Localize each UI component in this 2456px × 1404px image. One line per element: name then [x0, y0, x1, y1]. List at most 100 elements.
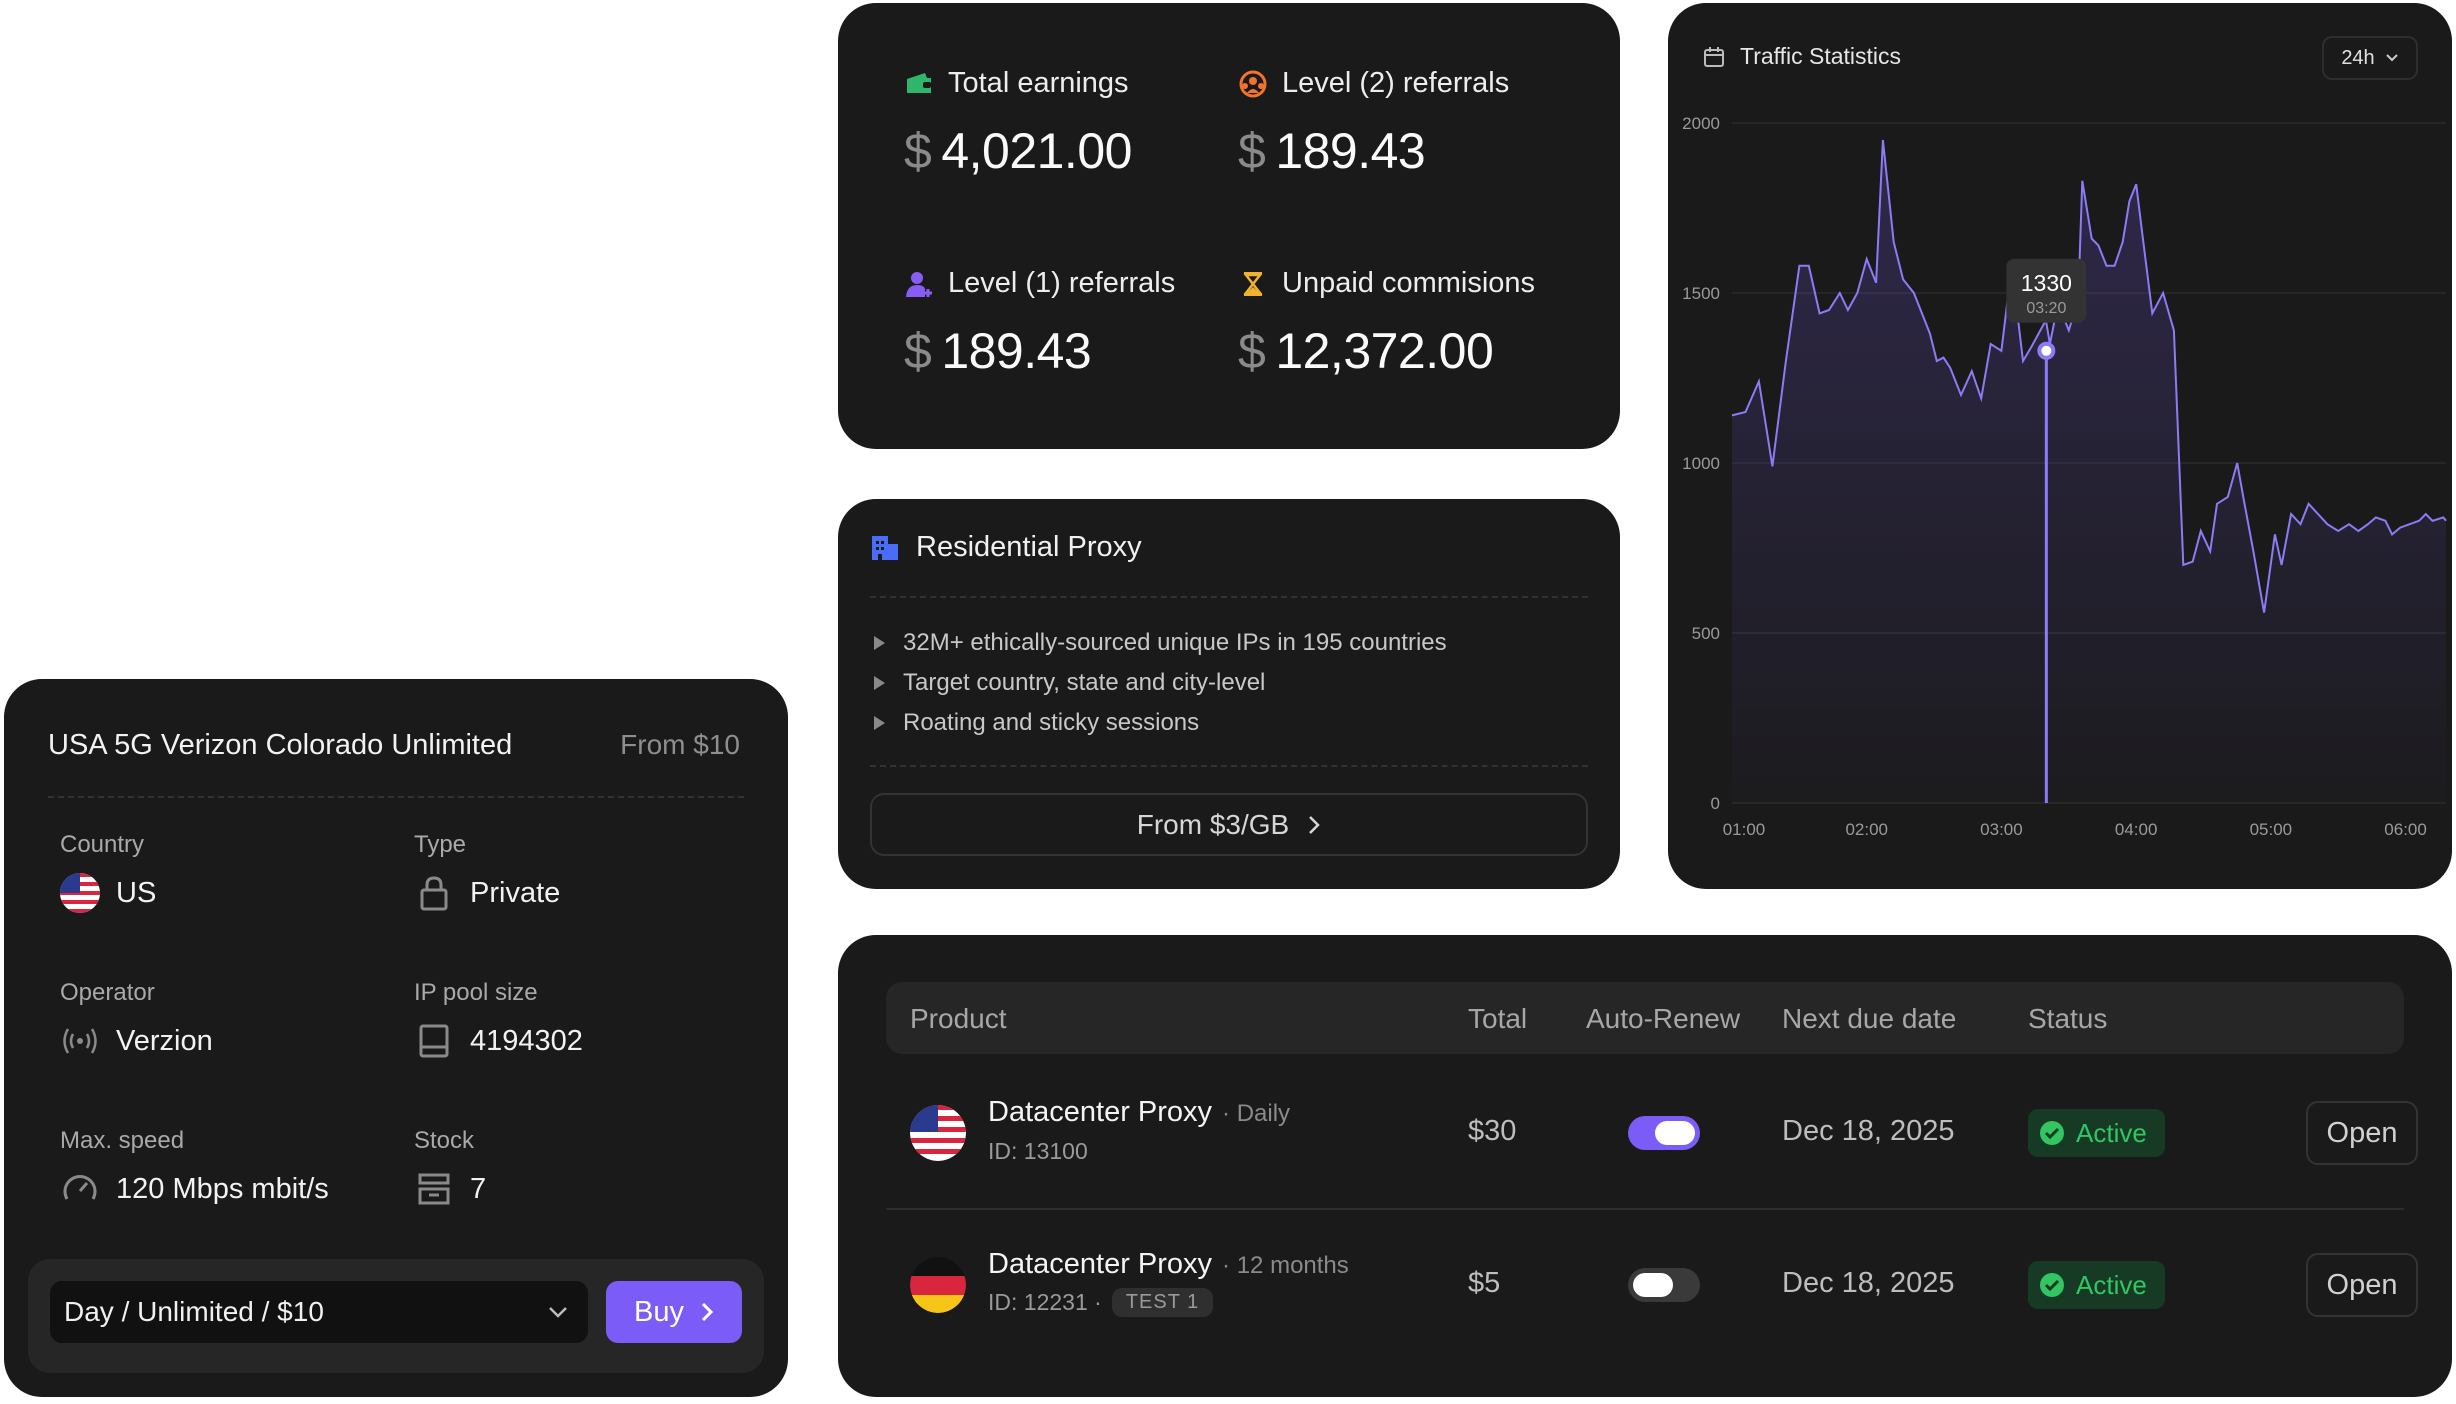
feature-list: 32M+ ethically-sourced unique IPs in 195… [874, 623, 1447, 743]
product-id: ID: 13100 [988, 1138, 1088, 1165]
field-stock: Stock 7 [414, 1127, 486, 1209]
check-circle-icon [2040, 1273, 2064, 1297]
product-id: ID: 12231 · TEST 1 [988, 1288, 1214, 1317]
header-auto-renew: Auto-Renew [1586, 1003, 1741, 1034]
building-icon [872, 535, 898, 560]
stat-value: 12,372.00 [1275, 323, 1494, 379]
total-cell: $5 [1468, 1267, 1501, 1299]
residential-title: Residential Proxy [916, 531, 1142, 563]
x-tick-label: 06:00 [2384, 820, 2427, 839]
hourglass-icon [1243, 271, 1263, 296]
signal-icon [63, 1028, 97, 1054]
user-plus-icon [906, 271, 932, 297]
stat-value: 4,021.00 [941, 123, 1132, 179]
field-ip-pool: IP pool size 4194302 [414, 979, 583, 1061]
field-label: Max. speed [60, 1127, 185, 1154]
tooltip-time: 03:20 [2026, 300, 2066, 317]
divider [870, 765, 1588, 767]
wallet-icon [907, 72, 931, 93]
traffic-line [1731, 139, 2447, 613]
divider [870, 596, 1588, 598]
open-button[interactable]: Open [2306, 1253, 2418, 1317]
x-tick-label: 01:00 [1723, 820, 1766, 839]
toggle-knob [1655, 1121, 1695, 1145]
field-value: 7 [470, 1172, 487, 1205]
product-name: Datacenter Proxy · 12 months [988, 1248, 1349, 1281]
table-row: Datacenter Proxy · 12 months ID: 12231 ·… [886, 1210, 2418, 1360]
status-badge: Active [2028, 1261, 2165, 1309]
next-due-cell: Dec 18, 2025 [1782, 1115, 1955, 1147]
auto-renew-toggle[interactable] [1628, 1116, 1700, 1150]
next-due-cell: Dec 18, 2025 [1782, 1267, 1955, 1299]
button-label: Buy [634, 1295, 684, 1328]
field-value: 4194302 [470, 1024, 583, 1057]
table-row: Datacenter Proxy · Daily ID: 13100 $30 D… [886, 1058, 2418, 1208]
range-value: 24h [2341, 46, 2375, 69]
users-icon [1239, 70, 1267, 97]
chevron-down-icon [2385, 54, 2398, 62]
product-name-text: Datacenter Proxy [988, 1248, 1213, 1280]
field-country: Country US [60, 831, 156, 913]
product-card: USA 5G Verizon Colorado Unlimited From $… [4, 679, 788, 1397]
currency-symbol: $ [1238, 123, 1266, 179]
residential-pricing-button[interactable]: From $3/GB [870, 793, 1588, 856]
header-product: Product [910, 1003, 1007, 1034]
feature-text: 32M+ ethically-sourced unique IPs in 195… [903, 629, 1447, 656]
de-flag-icon [910, 1257, 966, 1313]
field-label: IP pool size [414, 979, 538, 1006]
earnings-card: Total earnings $4,021.00 Level (2) refer… [838, 3, 1620, 449]
storage-icon [419, 1024, 449, 1058]
product-price-from: From $10 [620, 729, 740, 760]
buy-button[interactable]: Buy [606, 1281, 742, 1343]
currency-symbol: $ [1238, 323, 1266, 379]
stat-value: 189.43 [1275, 123, 1426, 179]
field-label: Operator [60, 979, 155, 1006]
chevron-right-icon [1309, 815, 1321, 834]
x-tick-label: 02:00 [1845, 820, 1888, 839]
stat-total-earnings: Total earnings $4,021.00 [904, 67, 1132, 180]
product-title: USA 5G Verizon Colorado Unlimited [48, 729, 513, 761]
list-item: 32M+ ethically-sourced unique IPs in 195… [874, 623, 1447, 663]
status-text: Active [2076, 1117, 2147, 1148]
calendar-icon [1704, 46, 1724, 67]
lock-icon [420, 876, 448, 911]
bullet-icon [874, 676, 885, 690]
bullet-icon [874, 636, 885, 650]
product-name-text: Datacenter Proxy [988, 1096, 1213, 1128]
plan-value: Day / Unlimited / $10 [64, 1296, 324, 1327]
us-flag-icon [60, 873, 100, 913]
archive-icon [418, 1173, 450, 1205]
x-tick-label: 04:00 [2115, 820, 2158, 839]
us-flag-icon [910, 1105, 966, 1161]
list-item: Target country, state and city-level [874, 663, 1447, 703]
field-type: Type Private [414, 831, 560, 913]
time-range-select[interactable]: 24h [2322, 36, 2418, 80]
product-period: · Daily [1222, 1100, 1291, 1127]
list-item: Roating and sticky sessions [874, 703, 1447, 743]
chevron-right-icon [701, 1302, 714, 1322]
tooltip-value: 1330 [2021, 270, 2072, 296]
field-value: Verzion [116, 1024, 213, 1057]
status-badge: Active [2028, 1109, 2165, 1157]
stat-label: Unpaid commisions [1282, 267, 1536, 299]
field-value: 120 Mbps mbit/s [116, 1172, 329, 1205]
traffic-chart: 0 500 1000 1500 2000 01:00 02:00 03:00 04:00 05:… [1682, 114, 2447, 839]
stat-level2-referrals: Level (2) referrals $189.43 [1238, 67, 1509, 180]
field-value: US [116, 876, 157, 909]
product-period: · 12 months [1222, 1252, 1349, 1279]
currency-symbol: $ [904, 323, 932, 379]
open-button[interactable]: Open [2306, 1101, 2418, 1165]
feature-text: Roating and sticky sessions [903, 709, 1200, 736]
bullet-icon [874, 716, 885, 730]
plan-select[interactable]: Day / Unlimited / $10 [50, 1281, 588, 1343]
auto-renew-toggle[interactable] [1628, 1268, 1700, 1302]
table-header: Product Total Auto-Renew Next due date S… [886, 982, 2404, 1054]
product-name: Datacenter Proxy · Daily [988, 1096, 1290, 1129]
residential-proxy-card: Residential Proxy 32M+ ethically-sourced… [838, 499, 1620, 889]
field-label: Type [414, 831, 467, 858]
stat-label: Level (2) referrals [1282, 67, 1510, 99]
y-tick-label: 2000 [1682, 114, 1720, 133]
stat-level1-referrals: Level (1) referrals $189.43 [904, 267, 1175, 380]
toggle-knob [1633, 1273, 1673, 1297]
traffic-area [1732, 140, 2446, 803]
